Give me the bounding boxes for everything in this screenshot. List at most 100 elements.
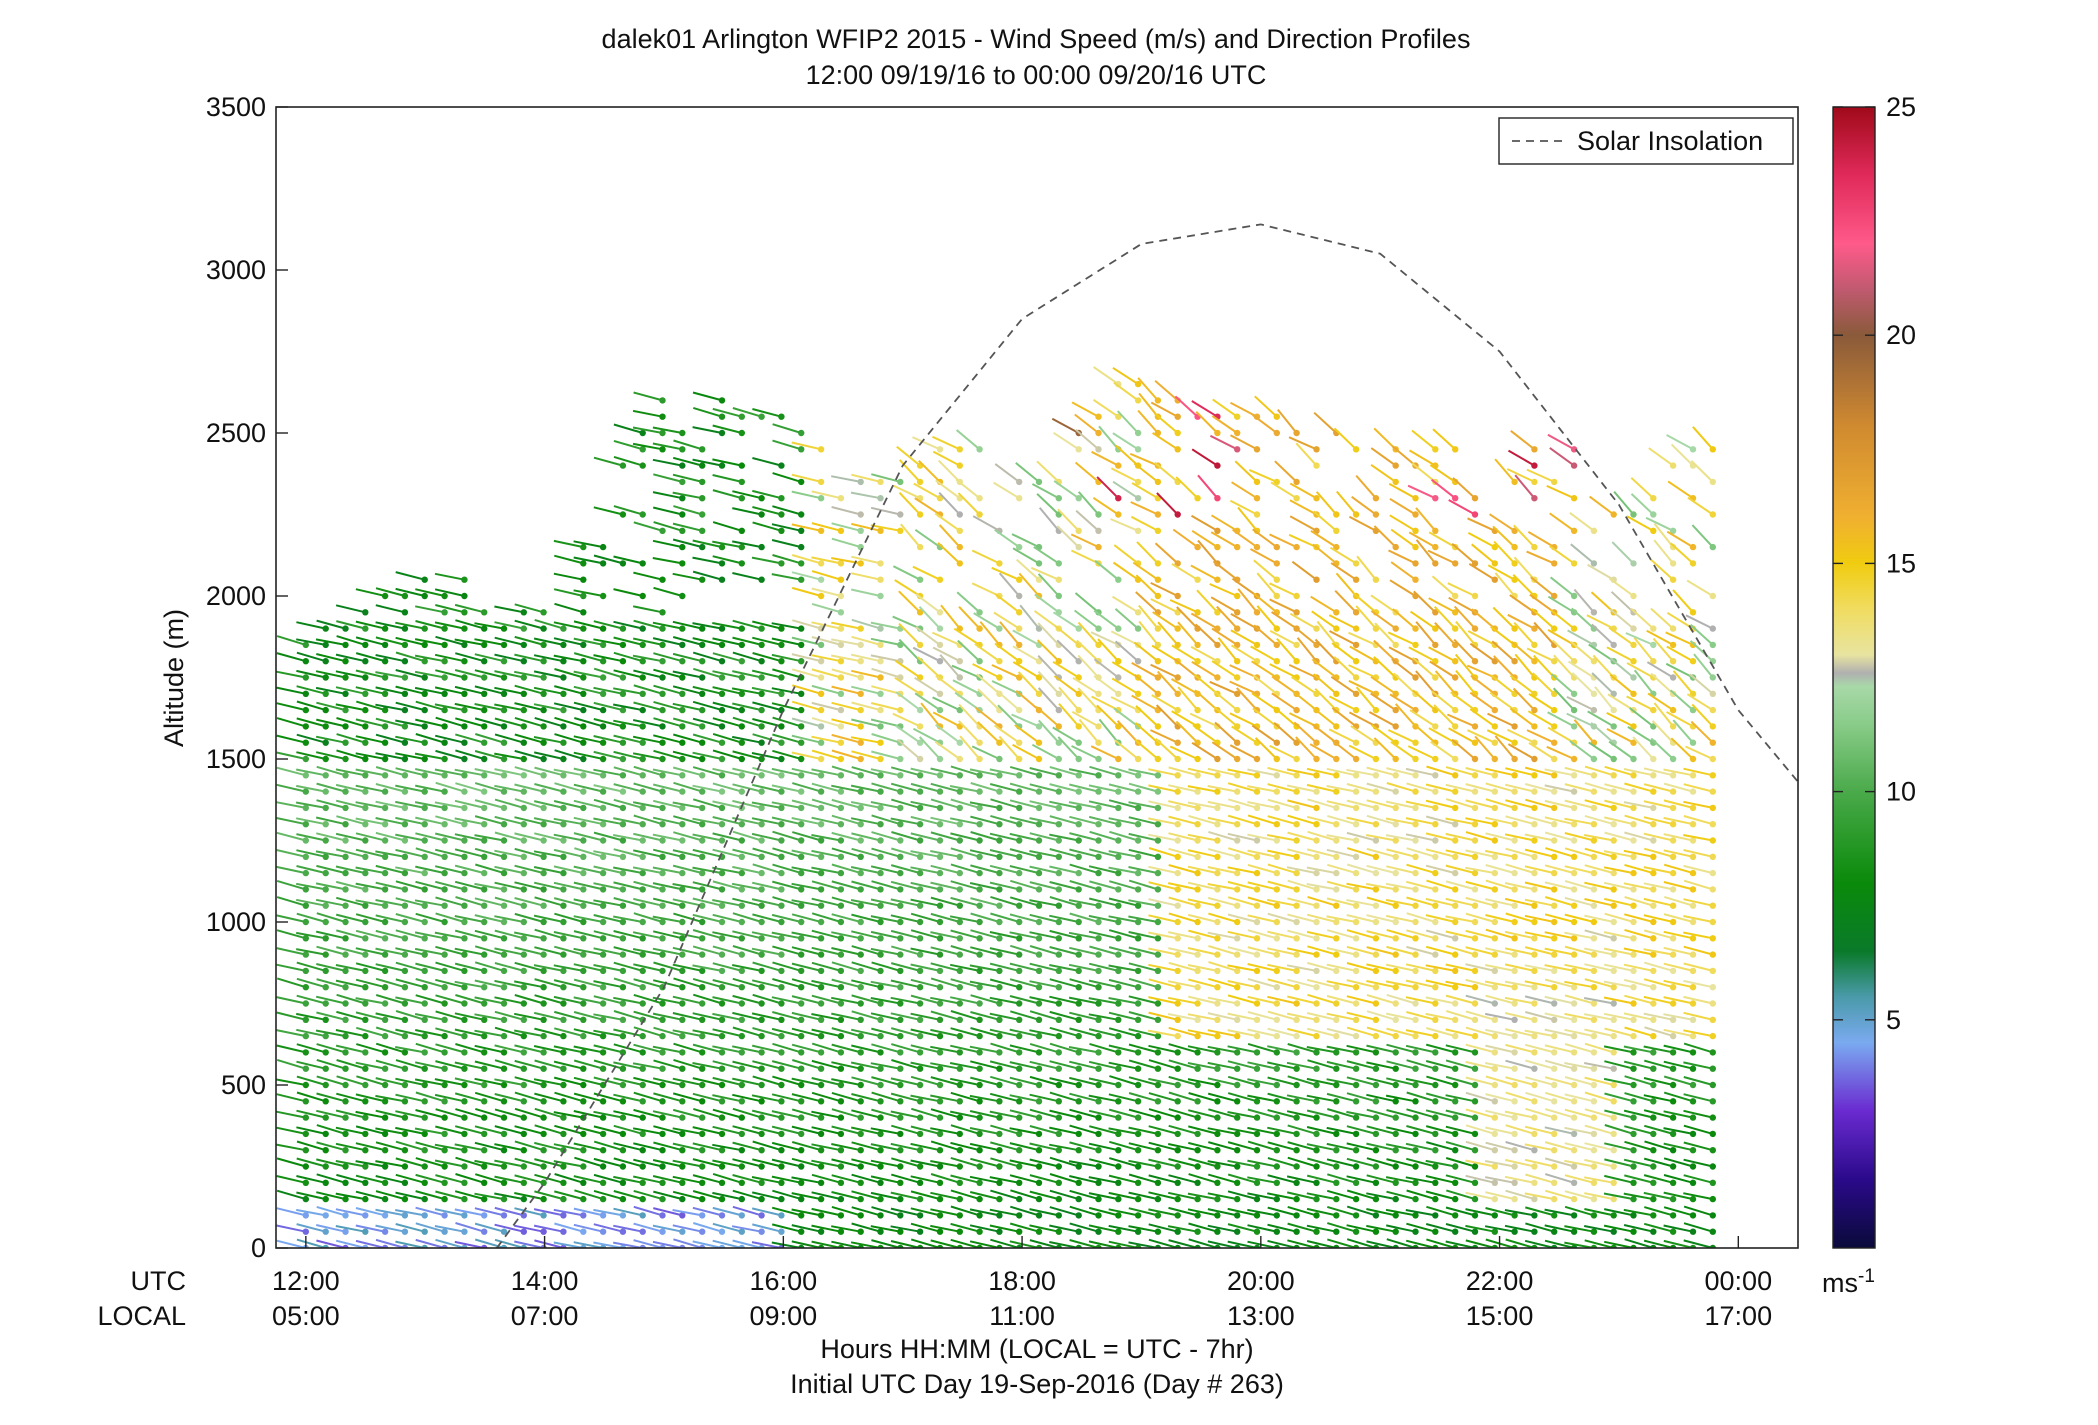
wind-barb-shaft (454, 962, 485, 972)
wind-barb-shaft (934, 740, 961, 760)
wind-barb-dot (1075, 788, 1082, 795)
wind-barb-shaft (751, 817, 782, 826)
wind-barb-dot (599, 1163, 607, 1170)
wind-barb-shaft (335, 1126, 366, 1135)
wind-barb-dot (639, 739, 646, 746)
wind-barb-dot (1253, 1163, 1261, 1170)
wind-barb-dot (1253, 935, 1261, 942)
wind-barb-shaft (355, 1061, 386, 1070)
wind-barb-shaft (732, 930, 762, 940)
wind-barb-shaft (355, 768, 386, 777)
wind-barb-dot (1392, 788, 1399, 795)
wind-barb-dot (441, 609, 448, 616)
wind-barb-shaft (918, 459, 941, 483)
wind-barb-dot (1055, 918, 1063, 926)
wind-barb-dot (1095, 788, 1102, 795)
wind-barb-shaft (613, 439, 643, 451)
wind-barb-shaft (276, 766, 307, 777)
wind-barb-shaft (732, 994, 762, 1005)
wind-barb-shaft (969, 1208, 1000, 1217)
wind-barb-dot (639, 918, 646, 926)
wind-barb-shaft (1295, 442, 1318, 467)
wind-barb-shaft (534, 832, 564, 842)
wind-barb-dot (540, 1098, 547, 1105)
wind-barb-dot (580, 1032, 587, 1040)
wind-barb-shaft (1049, 1060, 1079, 1070)
wind-barb-shaft (573, 881, 604, 891)
wind-barb-dot (381, 723, 389, 730)
wind-barb-dot (302, 1212, 309, 1219)
wind-barb-dot (1154, 592, 1162, 600)
wind-barb-shaft (1009, 1094, 1040, 1103)
wind-barb-dot (639, 592, 646, 600)
wind-barb-shaft (1327, 1238, 1357, 1248)
wind-barb-dot (1313, 1195, 1320, 1203)
wind-barb-shaft (335, 653, 366, 663)
wind-barb-shaft (652, 947, 683, 956)
wind-barb-dot (441, 723, 448, 730)
wind-barb-shaft (455, 1173, 485, 1184)
wind-barb-dot (1035, 1228, 1043, 1235)
wind-barb-shaft (474, 1192, 505, 1201)
wind-barb-dot (322, 1081, 329, 1089)
wind-barb-shaft (870, 621, 901, 630)
wind-barb-shaft (435, 1043, 465, 1054)
wind-barb-shaft (1287, 879, 1317, 891)
wind-barb-shaft (712, 899, 742, 907)
wind-barb-dot (322, 1147, 329, 1154)
wind-barb-shaft (1267, 1076, 1297, 1086)
wind-barb-dot (1273, 543, 1281, 551)
wind-barb-shaft (553, 964, 584, 972)
wind-barb-shaft (474, 929, 505, 940)
wind-barb-shaft (890, 979, 921, 989)
wind-barb-shaft (994, 463, 1020, 483)
wind-barb-shaft (1331, 707, 1357, 728)
wind-barb-shaft (593, 768, 624, 777)
wind-barb-shaft (296, 1109, 326, 1119)
wind-barb-dot (1352, 984, 1360, 991)
wind-barb-dot (1075, 495, 1082, 502)
wind-barb-dot (1154, 674, 1162, 681)
wind-barb-dot (1214, 967, 1221, 975)
wind-barb-shaft (1128, 866, 1159, 875)
wind-barb-shaft (316, 782, 346, 793)
wind-barb-dot (302, 706, 309, 714)
wind-barb-dot (738, 625, 745, 632)
wind-barb-shaft (336, 929, 366, 940)
wind-barb-dot (1134, 935, 1142, 942)
wind-barb-dot (817, 1098, 825, 1105)
wind-barb-dot (342, 1032, 349, 1040)
wind-barb-shaft (1190, 645, 1218, 663)
wind-barb-shaft (1326, 800, 1357, 809)
wind-barb-shaft (673, 505, 703, 516)
wind-barb-shaft (831, 1078, 861, 1086)
wind-barb-dot (322, 772, 329, 779)
wind-barb-shaft (791, 751, 822, 760)
wind-barb-dot (302, 804, 309, 812)
wind-barb-dot (659, 1000, 666, 1007)
wind-barb-shaft (375, 1224, 406, 1233)
wind-barb-shaft (435, 912, 465, 923)
wind-barb-dot (362, 772, 369, 779)
wind-barb-shaft (1148, 996, 1178, 1005)
wind-barb-dot (500, 772, 508, 779)
wind-barb-dot (500, 821, 508, 828)
wind-barb-dot (758, 706, 765, 714)
wind-barb-dot (540, 674, 547, 681)
wind-barb-shaft (553, 897, 584, 907)
wind-barb-shaft (474, 1044, 505, 1054)
wind-barb-dot (342, 772, 349, 779)
wind-barb-dot (857, 772, 864, 779)
wind-barb-dot (1174, 446, 1181, 453)
wind-barb-shaft (1366, 1224, 1396, 1233)
wind-barb-dot (738, 690, 745, 697)
wind-barb-dot (1333, 1081, 1340, 1089)
wind-barb-shaft (871, 1091, 901, 1103)
wind-barb-dot (381, 755, 389, 763)
wind-barb-dot (520, 723, 527, 730)
wind-barb-dot (1095, 446, 1102, 453)
wind-barb-shaft (573, 1045, 604, 1054)
wind-barb-shaft (1175, 720, 1199, 744)
wind-barb-shaft (633, 1142, 663, 1152)
wind-barb-shaft (1194, 623, 1219, 646)
